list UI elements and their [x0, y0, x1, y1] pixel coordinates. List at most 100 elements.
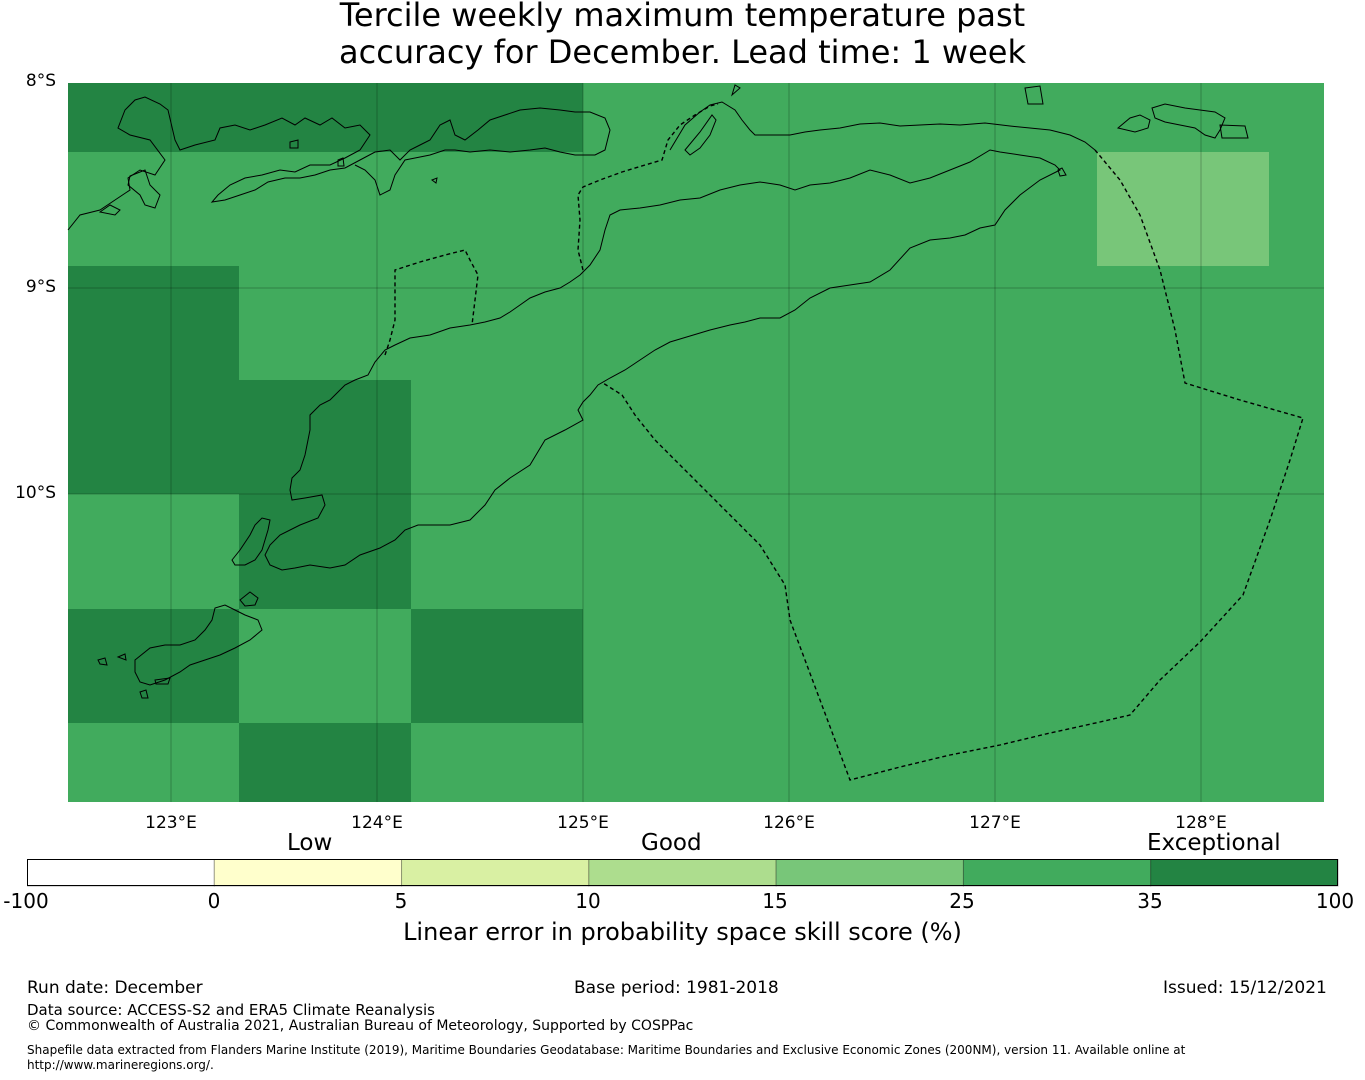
colorbar-category-low: Low: [287, 830, 333, 856]
skill-cell: [68, 609, 239, 723]
skill-cell: [755, 83, 926, 152]
colorbar-bin: [401, 859, 590, 887]
coastline-islet-3: [337, 157, 345, 167]
skill-cell: [411, 494, 583, 609]
run-date: Run date: December: [27, 978, 203, 998]
lon-label-123e: 123°E: [145, 813, 197, 833]
lat-label-10s: 10°S: [15, 483, 56, 503]
skill-cell: [926, 152, 1097, 266]
colorbar-tick-35: 35: [1137, 889, 1163, 913]
coastline-moa: [1151, 103, 1226, 139]
skill-cell: [68, 380, 239, 494]
skill-cell: [926, 380, 1097, 494]
lon-label-128e: 128°E: [1175, 813, 1227, 833]
coastline-leti: [1116, 114, 1151, 133]
colorbar-category-exceptional: Exceptional: [1147, 830, 1281, 856]
eez-boundary-timor-leste: [602, 149, 1304, 781]
chart-title-line-1: Tercile weekly maximum temperature past: [339, 0, 1026, 34]
colorbar: [27, 859, 1339, 887]
skill-cell: [755, 609, 926, 723]
coastline-islet-1: [127, 169, 161, 209]
skill-cell: [755, 152, 926, 266]
skill-cell: [68, 83, 239, 152]
colorbar-tick-5: 5: [394, 889, 408, 913]
skill-cell: [411, 609, 583, 723]
skill-cell: [239, 152, 411, 266]
colorbar-bin: [962, 859, 1152, 887]
coastline-wetar: [669, 101, 1096, 151]
skill-cell: [583, 152, 755, 266]
coastline-jaco-islet: [1057, 167, 1067, 177]
skill-cell: [411, 152, 583, 266]
skill-cell: [926, 723, 1097, 802]
colorbar-border: [27, 859, 1338, 886]
skill-cell: [926, 83, 1097, 152]
skill-cell: [239, 266, 411, 380]
skill-cell: [1097, 494, 1269, 609]
colorbar-bin: [1150, 859, 1339, 887]
skill-cell: [1269, 266, 1324, 380]
skill-cell: [411, 723, 583, 802]
skill-cell: [583, 83, 755, 152]
skill-cell: [239, 494, 411, 609]
colorbar-xlabel: Linear error in probability space skill …: [403, 918, 962, 946]
shapefile-credit-line-1: Shapefile data extracted from Flanders M…: [27, 1043, 1186, 1057]
skill-cell: [583, 266, 755, 380]
colorbar-bin: [213, 859, 403, 887]
colorbar-tick-minus100: -100: [3, 889, 49, 913]
skill-cell: [755, 380, 926, 494]
eez-boundary-oecusse: [384, 249, 479, 356]
chart-title-line-2: accuracy for December. Lead time: 1 week: [339, 33, 1026, 71]
colorbar-bin: [775, 859, 964, 887]
skill-cell: [68, 266, 239, 380]
lon-label-125e: 125°E: [557, 813, 609, 833]
coastline-rote-islet-5: [116, 653, 127, 661]
skill-cell: [68, 723, 239, 802]
skill-cell: [1269, 83, 1324, 152]
lon-label-127e: 127°E: [969, 813, 1021, 833]
skill-cell: [583, 609, 755, 723]
skill-cell: [1097, 83, 1269, 152]
lat-label-8s: 8°S: [25, 71, 56, 91]
coastline-rote-islet-2: [97, 657, 108, 666]
coastline-islet-5: [430, 177, 438, 184]
colorbar-tick-15: 15: [762, 889, 788, 913]
graticule: [68, 83, 1324, 802]
coastline-rote-islet-1: [239, 591, 259, 607]
colorbar-bin: [27, 859, 215, 887]
skill-cell: [1097, 609, 1269, 723]
coastline-timor: [264, 149, 1061, 571]
skill-cell: [583, 494, 755, 609]
skill-cell: [1269, 152, 1324, 266]
coastline-rote: [134, 604, 263, 686]
base-period: Base period: 1981-2018: [574, 978, 779, 998]
coastline-rote-islet-3: [139, 689, 149, 699]
skill-cell: [583, 723, 755, 802]
skill-cell: [239, 83, 411, 152]
colorbar-tick-0: 0: [207, 889, 221, 913]
coastline-rote-islet-4: [154, 677, 171, 685]
skill-cell: [583, 380, 755, 494]
skill-grid: [68, 83, 1324, 802]
skill-cell: [411, 380, 583, 494]
shapefile-credit-line-2: http://www.marineregions.org/.: [27, 1058, 214, 1072]
skill-cell: [1097, 380, 1269, 494]
skill-cell: [68, 494, 239, 609]
lat-label-9s: 9°S: [25, 277, 56, 297]
skill-cell: [1269, 609, 1324, 723]
skill-cell: [239, 723, 411, 802]
skill-cell: [1097, 723, 1269, 802]
skill-cell: [1269, 380, 1324, 494]
skill-cell-highlight: [1097, 152, 1269, 266]
coastline-islet-4: [289, 139, 299, 149]
copyright: © Commonwealth of Australia 2021, Austra…: [27, 1018, 694, 1034]
skill-cell: [1097, 266, 1269, 380]
coastline-flores: [67, 96, 611, 231]
coastline-kisar-islet: [684, 114, 717, 156]
colorbar-tick-100: 100: [1315, 889, 1355, 913]
skill-cell: [926, 266, 1097, 380]
skill-cell: [1269, 723, 1324, 802]
skill-cell: [926, 494, 1097, 609]
coastlines: [67, 84, 1249, 699]
